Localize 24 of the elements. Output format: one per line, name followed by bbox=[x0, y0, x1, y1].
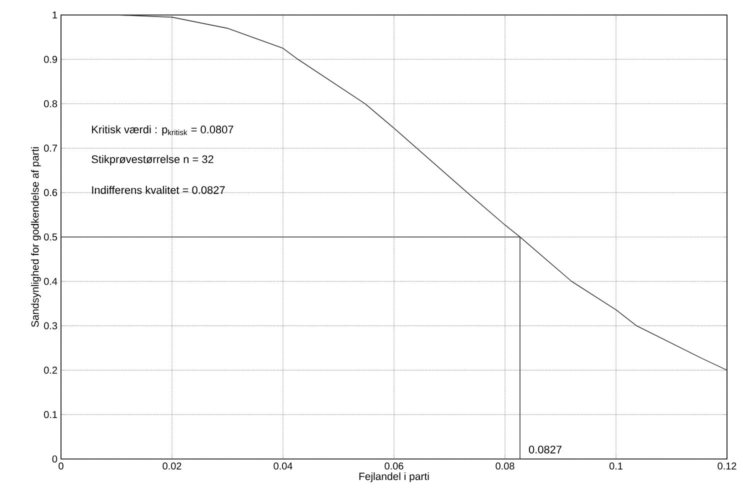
y-tick-label: 0.9 bbox=[44, 56, 58, 63]
x-tick-label: 0.1 bbox=[609, 462, 622, 470]
annotation: 0.0827 bbox=[528, 446, 562, 454]
x-tick-label: 0.08 bbox=[496, 462, 514, 470]
y-tick-label: 1 bbox=[52, 12, 58, 18]
y-tick-label: 0.4 bbox=[44, 278, 58, 285]
annotation: Stikprøvestørrelse n = 32 bbox=[92, 155, 214, 166]
x-tick-label: 0 bbox=[58, 462, 64, 470]
x-axis-title: Fejlandel i parti bbox=[359, 472, 429, 482]
y-tick-label: 0 bbox=[52, 455, 58, 463]
x-tick-label: 0.02 bbox=[162, 462, 182, 470]
y-tick-label: 0.6 bbox=[44, 189, 58, 196]
y-tick-label: 0.8 bbox=[44, 100, 58, 108]
y-axis-title: Sandsynlighed for godkendelse af parti bbox=[31, 147, 41, 327]
x-tick-label: 0.06 bbox=[384, 462, 404, 470]
y-tick-label: 0.2 bbox=[44, 366, 57, 374]
y-tick-label: 0.7 bbox=[44, 144, 57, 152]
x-tick-label: 0.12 bbox=[718, 462, 736, 470]
x-tick-label: 0.04 bbox=[274, 462, 292, 470]
annotation: Kritisk værdi : p$_{kritisk}$ = 0.0807 bbox=[92, 125, 234, 136]
y-tick-label: 0.5 bbox=[44, 233, 58, 241]
annotation: Indifferens kvalitet = 0.0827 bbox=[92, 186, 225, 194]
y-tick-label: 0.1 bbox=[44, 411, 58, 418]
y-tick-label: 0.3 bbox=[44, 322, 58, 330]
